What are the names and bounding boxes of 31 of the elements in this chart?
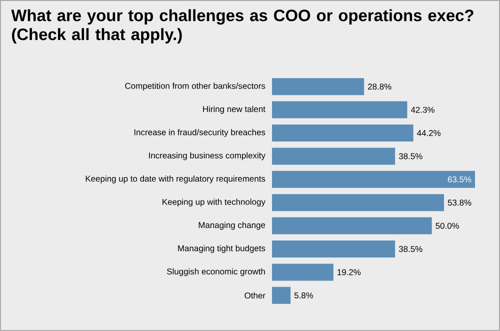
y-tick-label: Keeping up to date with regulatory requirements [86,175,266,184]
data-label: 19.2% [338,269,361,276]
y-tick-label: Managing change [198,222,266,230]
bar [272,78,364,96]
bar [272,286,291,304]
bar [272,264,334,281]
bar [272,217,432,234]
data-label: 42.3% [410,106,434,113]
bar [272,148,396,165]
bar [272,194,444,212]
y-tick-label: Hiring new talent [203,106,266,114]
data-label: 28.8% [368,84,392,90]
data-label: 38.5% [398,153,422,160]
data-label: 5.8% [294,292,314,298]
data-label: 53.8% [448,200,472,206]
y-tick-label: Competition from other banks/sectors [125,82,266,91]
bar [272,101,408,118]
y-tick-label: Keeping up with technology [162,198,266,207]
y-tick-label: Sluggish economic growth [167,268,265,276]
bar [272,240,396,258]
chart-title: What are your top challenges as COO or operations exec? (Check all that apply.) [11,9,474,44]
data-label: 44.2% [417,130,441,136]
data-label: 50.0% [436,222,460,229]
bar [272,170,475,188]
y-tick-label: Increasing business complexity [149,152,266,160]
y-tick-label: Other [244,292,266,299]
data-label: 63.5% [448,176,472,182]
y-tick-label: Managing tight budgets [178,245,266,253]
data-label: 38.5% [398,246,422,252]
y-tick-label: Increase in fraud/security breaches [134,129,266,137]
bar [272,124,414,142]
